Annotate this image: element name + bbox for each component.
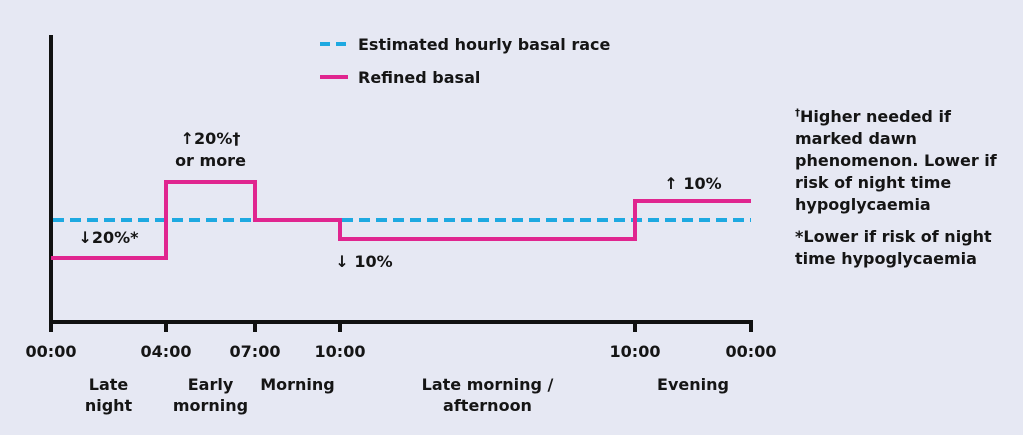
x-tick-label: 10:00	[315, 342, 366, 361]
change-annotation: ↓ 10%	[335, 252, 392, 271]
legend-refined-label: Refined basal	[358, 68, 480, 87]
refined-basal-line	[51, 180, 751, 260]
chart-axes: 00:00 04:00 07:00 10:00 10:00 00:00 Late night E…	[26, 35, 777, 415]
period-label: Late night	[85, 375, 133, 415]
legend: Estimated hourly basal race Refined basa…	[320, 35, 611, 87]
change-annotation: ↑20%†	[181, 129, 241, 148]
note-dawn-phenomenon: †Higher needed if marked dawn phenomenon…	[795, 106, 1015, 216]
period-label: Early morning	[173, 375, 248, 415]
period-label: Late morning / afternoon	[422, 375, 554, 415]
change-annotation: ↑ 10%	[664, 174, 721, 193]
x-tick-label: 04:00	[141, 342, 192, 361]
x-tick-label: 00:00	[726, 342, 777, 361]
legend-estimated-label: Estimated hourly basal race	[358, 35, 611, 54]
x-tick-label: 10:00	[610, 342, 661, 361]
note-hypoglycaemia: *Lower if risk of night time hypoglycaem…	[795, 227, 992, 268]
chart-labels: ↓20%* ↑20%† or more ↓ 10% ↑ 10%	[78, 129, 721, 271]
period-label: Morning	[260, 375, 335, 394]
change-annotation: ↓20%*	[78, 228, 139, 247]
dagger-mark: †	[795, 107, 800, 119]
x-tick-label: 00:00	[26, 342, 77, 361]
period-label: Evening	[657, 375, 729, 394]
note-dawn-text: Higher needed if marked dawn phenomenon.…	[795, 107, 997, 214]
x-tick-label: 07:00	[230, 342, 281, 361]
chart-series	[51, 180, 751, 260]
basal-rate-chart: 00:00 04:00 07:00 10:00 10:00 00:00 Late night E…	[26, 35, 777, 415]
change-annotation: or more	[175, 151, 246, 170]
